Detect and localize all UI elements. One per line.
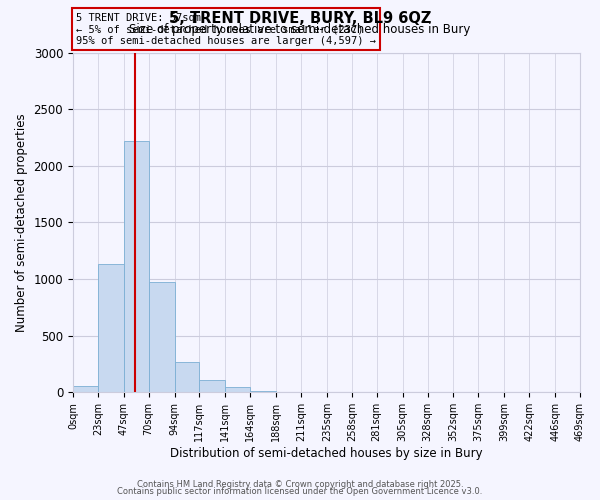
Bar (73, 386, 98, 392)
X-axis label: Distribution of semi-detached houses by size in Bury: Distribution of semi-detached houses by … (170, 447, 483, 460)
Bar (226, 386, 250, 392)
Text: Size of property relative to semi-detached houses in Bury: Size of property relative to semi-detach… (130, 22, 470, 36)
Bar (250, 391, 276, 392)
Bar (98, 264, 124, 392)
Bar (124, 141, 149, 393)
Text: 5 TRENT DRIVE: 57sqm
← 5% of semi-detached houses are smaller (237)
95% of semi-: 5 TRENT DRIVE: 57sqm ← 5% of semi-detach… (76, 12, 376, 46)
Text: 5, TRENT DRIVE, BURY, BL9 6QZ: 5, TRENT DRIVE, BURY, BL9 6QZ (169, 11, 431, 26)
Text: Contains HM Land Registry data © Crown copyright and database right 2025.: Contains HM Land Registry data © Crown c… (137, 480, 463, 489)
Bar (149, 282, 175, 393)
Bar (175, 362, 199, 392)
Y-axis label: Number of semi-detached properties: Number of semi-detached properties (15, 113, 28, 332)
Text: Contains public sector information licensed under the Open Government Licence v3: Contains public sector information licen… (118, 487, 482, 496)
Bar (199, 380, 226, 392)
